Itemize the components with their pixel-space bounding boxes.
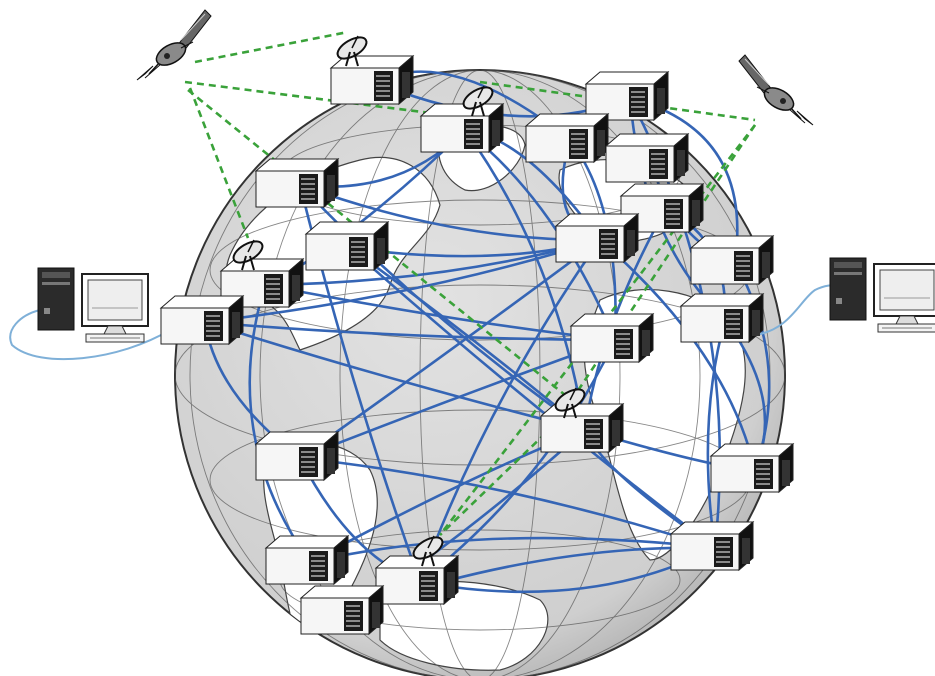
server-node: [420, 103, 504, 153]
server-node: [690, 235, 774, 285]
link-line: [298, 456, 717, 550]
link-line: [203, 320, 617, 342]
server-node: [525, 113, 609, 163]
server-node: [570, 313, 654, 363]
link-line: [203, 238, 602, 324]
server-node: [265, 535, 349, 585]
satellite-left: [136, 9, 212, 81]
server-node: [670, 521, 754, 571]
server-node: [255, 431, 339, 481]
satellite-right: [738, 54, 814, 126]
link-line: [348, 246, 717, 550]
link-line: [463, 128, 587, 432]
computer-left: [37, 267, 149, 343]
server-node: [300, 585, 384, 635]
server-node: [680, 293, 764, 343]
server-node: [375, 555, 459, 605]
server-node: [255, 158, 339, 208]
server-node: [540, 403, 624, 453]
link-line: [706, 318, 727, 550]
server-node: [305, 221, 389, 271]
globe: [174, 69, 786, 676]
satellite-link-line: [194, 30, 349, 64]
link-line: [298, 238, 602, 460]
cable-left: [9, 309, 171, 361]
server-node: [330, 55, 414, 105]
server-node: [710, 443, 794, 493]
link-line: [248, 283, 312, 564]
server-node: [605, 133, 689, 183]
link-line: [203, 320, 587, 432]
link-line: [308, 536, 717, 564]
satellite-link-line: [439, 399, 581, 536]
server-node: [585, 71, 669, 121]
satellite-link-line: [188, 87, 250, 239]
computer-right: [829, 257, 935, 333]
link-line: [598, 238, 757, 472]
link-line: [298, 183, 587, 432]
server-node: [555, 213, 639, 263]
server-node: [160, 295, 244, 345]
